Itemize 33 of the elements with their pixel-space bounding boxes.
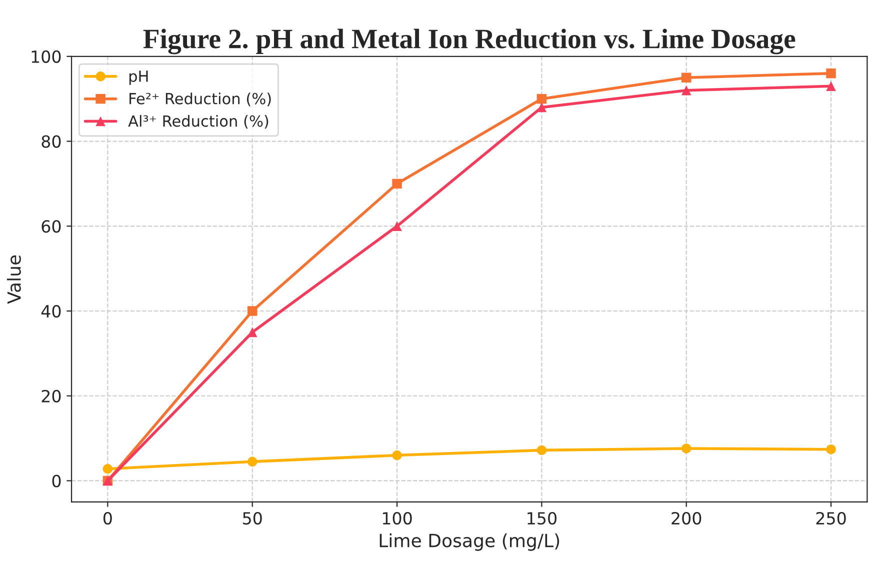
point: [681, 72, 692, 82]
point: [536, 102, 547, 112]
legend-label: Al³⁺ Reduction (%): [128, 115, 268, 129]
point: [681, 444, 692, 454]
point: [536, 94, 547, 104]
x-tick-label: 50: [243, 512, 262, 525]
chart-title: Figure 2. pH and Metal Ion Reduction vs. Lime Dosage: [143, 28, 796, 54]
x-tick-label: 150: [528, 512, 556, 525]
point: [247, 456, 258, 467]
point: [392, 178, 402, 189]
legend-label: Fe²⁺ Reduction (%): [130, 92, 271, 106]
x-tick-label: 100: [382, 512, 412, 525]
point: [536, 445, 547, 456]
x-axis-title: Lime Dosage (mg/L): [380, 533, 560, 551]
x-tick-label: 0: [103, 512, 112, 525]
point: [826, 444, 836, 454]
point: [826, 81, 836, 91]
x-tick-label: 200: [672, 512, 702, 525]
point: [681, 85, 692, 96]
y-tick-label: 20: [42, 390, 61, 402]
y-tick-label: 80: [42, 135, 61, 148]
y-tick-label: 40: [41, 304, 61, 318]
point: [247, 306, 258, 316]
y-tick-label: 100: [32, 50, 61, 63]
y-tick-label: 0: [52, 474, 61, 488]
point: [826, 68, 836, 78]
y-tick-label: 60: [42, 220, 61, 233]
x-tick-label: 250: [816, 512, 846, 525]
y-axis-title: Value: [6, 255, 21, 304]
legend-label: pH: [129, 70, 148, 85]
point: [102, 464, 113, 474]
point: [392, 221, 402, 231]
point: [392, 450, 402, 460]
